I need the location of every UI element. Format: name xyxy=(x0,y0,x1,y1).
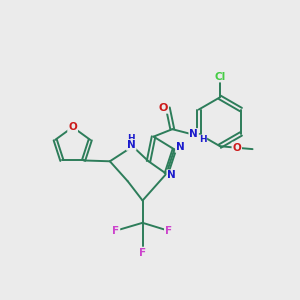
Text: O: O xyxy=(232,142,241,153)
Text: F: F xyxy=(112,226,119,236)
Text: O: O xyxy=(68,122,77,132)
Text: H: H xyxy=(199,135,206,144)
Text: O: O xyxy=(68,122,77,132)
Text: F: F xyxy=(139,248,146,257)
Text: O: O xyxy=(159,103,168,113)
Text: N: N xyxy=(127,140,136,150)
Text: F: F xyxy=(165,226,172,236)
Text: N: N xyxy=(189,129,198,139)
Text: H: H xyxy=(128,134,135,142)
Text: Cl: Cl xyxy=(214,72,226,82)
Text: N: N xyxy=(167,170,176,180)
Text: N: N xyxy=(176,142,185,152)
